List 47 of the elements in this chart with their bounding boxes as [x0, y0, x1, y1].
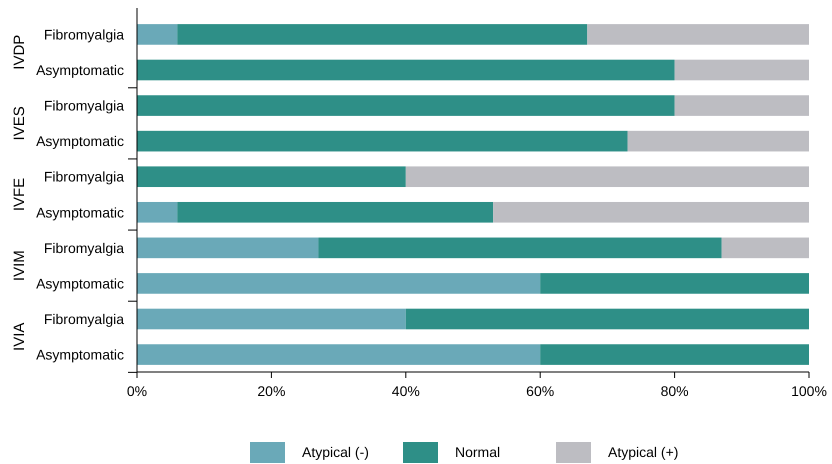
- x-tick-label: 80%: [660, 383, 689, 399]
- y-tick-label: Asymptomatic: [36, 62, 124, 78]
- bar: [722, 238, 809, 258]
- bar: [628, 130, 809, 152]
- bar: [493, 202, 809, 223]
- bar: [137, 344, 540, 365]
- x-tick-label: 20%: [257, 383, 286, 399]
- legend-label: Normal: [455, 444, 500, 460]
- text: IVES: [11, 106, 28, 140]
- y-tick-label: Fibromyalgia: [44, 311, 124, 327]
- bar: [137, 95, 675, 116]
- bar: [674, 60, 809, 80]
- bar: [137, 130, 628, 152]
- bar: [540, 344, 809, 365]
- x-tick-label: 60%: [526, 383, 554, 399]
- bar: [137, 202, 178, 223]
- x-tick-label: 0%: [126, 383, 148, 399]
- text: IVFE: [11, 178, 28, 212]
- y-tick-label: Asymptomatic: [36, 346, 124, 363]
- bar: [318, 238, 722, 258]
- bar: [137, 166, 406, 188]
- y-tick-label: Asymptomatic: [36, 204, 124, 220]
- bar: [406, 166, 809, 188]
- y-tick-label: Fibromyalgia: [44, 26, 124, 42]
- text: IVIA: [11, 322, 28, 351]
- x-tick-label: 100%: [791, 383, 827, 399]
- y-tick-label: Fibromyalgia: [44, 168, 124, 185]
- bar: [137, 238, 318, 258]
- bar: [137, 24, 178, 45]
- y-tick-label: Fibromyalgia: [44, 98, 124, 114]
- bar: [137, 273, 540, 294]
- y-tick-label: Asymptomatic: [36, 133, 124, 150]
- bar: [674, 95, 809, 116]
- y-tick-label: Asymptomatic: [36, 275, 124, 292]
- bar: [177, 24, 588, 45]
- bar: [177, 202, 494, 223]
- text: IVDP: [11, 34, 28, 70]
- bar: [137, 60, 675, 80]
- legend-label: Atypical (+): [608, 444, 678, 460]
- bar: [540, 273, 809, 294]
- legend-label: Atypical (-): [302, 444, 369, 460]
- y-tick-label: Fibromyalgia: [44, 240, 124, 256]
- bar: [406, 308, 809, 330]
- bar: [587, 24, 809, 45]
- bar: [137, 308, 406, 330]
- text: IVIM: [11, 250, 28, 282]
- x-tick-label: 40%: [392, 383, 420, 399]
